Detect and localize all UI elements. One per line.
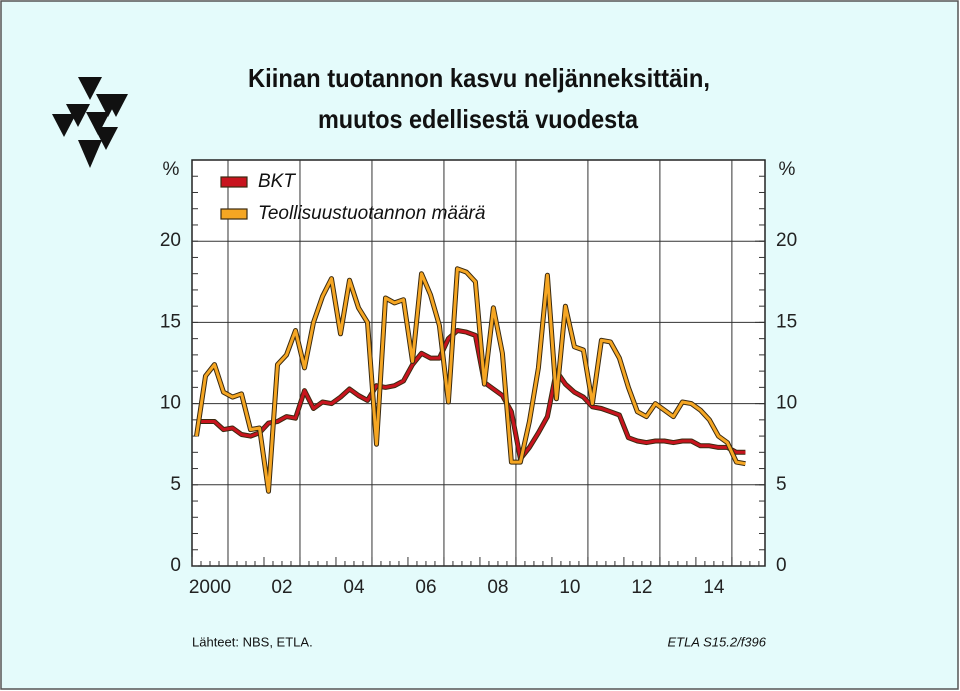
y2-tick-label: 15 <box>776 311 797 332</box>
series-line <box>195 267 746 493</box>
series-line <box>196 329 746 461</box>
legend-label: Teollisuustuotannon määrä <box>258 203 485 224</box>
x-tick-label: 08 <box>487 577 508 598</box>
y2-tick-label: 20 <box>776 230 797 251</box>
x-tick-label: 12 <box>631 577 652 598</box>
legend-swatch <box>220 208 248 220</box>
y-axis-label: % <box>163 159 180 180</box>
chart-title: Kiinan tuotannon kasvu neljänneksittäin, <box>248 63 710 93</box>
source: Lähteet: NBS, ETLA. <box>192 634 313 649</box>
x-tick-label: 2000 <box>189 577 231 598</box>
legend-swatch <box>220 176 248 188</box>
y2-axis-label: % <box>779 159 796 180</box>
x-tick-label: 04 <box>343 577 365 598</box>
legend-label: BKT <box>258 171 296 192</box>
y-tick-label: 5 <box>170 474 181 495</box>
x-tick-label: 02 <box>271 577 292 598</box>
x-tick-label: 14 <box>703 577 725 598</box>
y-tick-label: 20 <box>160 230 181 251</box>
x-tick-label: 10 <box>559 577 580 598</box>
y-tick-label: 15 <box>160 311 181 332</box>
logo <box>52 77 128 168</box>
y2-tick-label: 0 <box>776 555 787 576</box>
y2-tick-label: 10 <box>776 393 797 414</box>
figure-code: ETLA S15.2/f396 <box>667 634 766 649</box>
chart-subtitle: muutos edellisestä vuodesta <box>318 104 638 134</box>
y2-tick-label: 5 <box>776 474 787 495</box>
y-tick-label: 0 <box>170 555 181 576</box>
x-tick-label: 06 <box>415 577 436 598</box>
y-tick-label: 10 <box>160 393 181 414</box>
